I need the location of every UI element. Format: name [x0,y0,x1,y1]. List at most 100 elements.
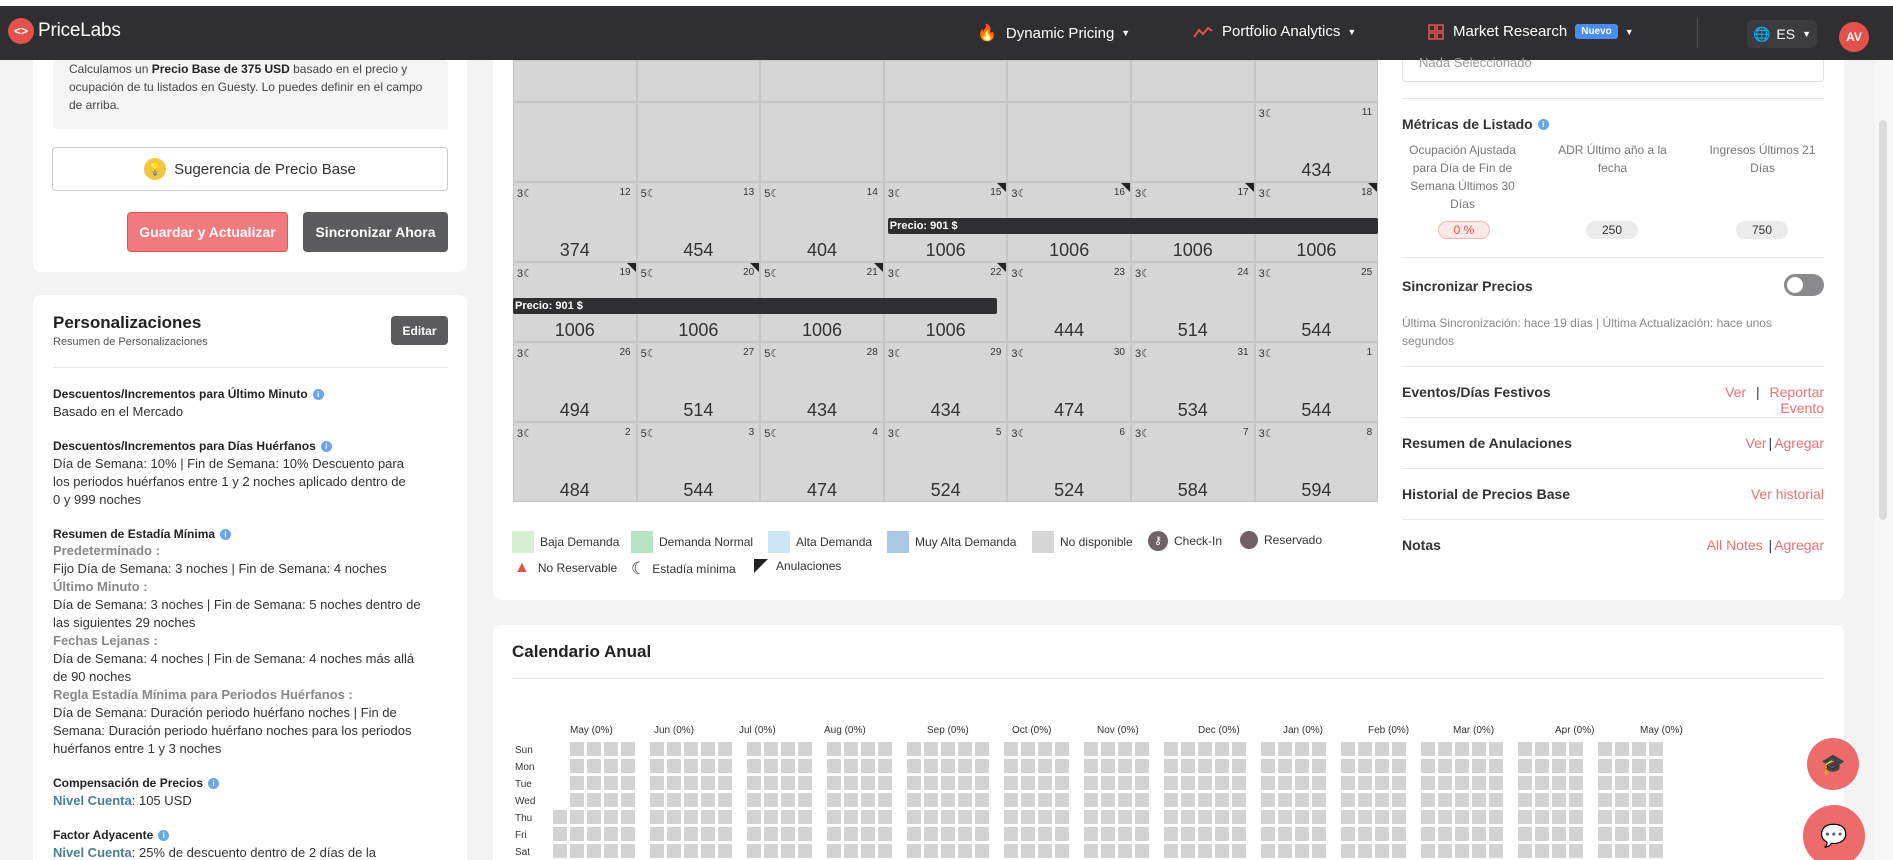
heatmap-day[interactable] [798,844,812,858]
heatmap-day[interactable] [1455,844,1469,858]
heatmap-day[interactable] [1598,844,1612,858]
heatmap-day[interactable] [1341,793,1355,807]
heatmap-day[interactable] [827,844,841,858]
heatmap-day[interactable] [604,827,618,841]
heatmap-day[interactable] [827,759,841,773]
heatmap-day[interactable] [1312,793,1326,807]
heatmap-day[interactable] [587,793,601,807]
heatmap-day[interactable] [764,793,778,807]
heatmap-day[interactable] [1552,844,1566,858]
heatmap-day[interactable] [1198,810,1212,824]
heatmap-day[interactable] [1232,844,1246,858]
heatmap-day[interactable] [701,742,715,756]
heatmap-day[interactable] [781,827,795,841]
heatmap-day[interactable] [1392,742,1406,756]
heatmap-day[interactable] [764,827,778,841]
heatmap-day[interactable] [1535,776,1549,790]
heatmap-day[interactable] [941,742,955,756]
heatmap-day[interactable] [958,742,972,756]
heatmap-day[interactable] [1055,776,1069,790]
heatmap-day[interactable] [1649,759,1663,773]
calendar-day-cell[interactable]: 3☾ 25 544 [1254,262,1379,342]
base-price-suggestion-button[interactable]: 💡 Sugerencia de Precio Base [52,147,448,191]
heatmap-day[interactable] [1472,827,1486,841]
heatmap-day[interactable] [1004,844,1018,858]
heatmap-day[interactable] [1569,827,1583,841]
heatmap-day[interactable] [1101,793,1115,807]
heatmap-day[interactable] [701,793,715,807]
heatmap-day[interactable] [1232,827,1246,841]
view-history-link[interactable]: Ver historial [1750,486,1824,502]
heatmap-day[interactable] [764,759,778,773]
info-icon[interactable]: i [312,388,324,400]
heatmap-day[interactable] [1392,827,1406,841]
heatmap-day[interactable] [1261,793,1275,807]
heatmap-day[interactable] [684,742,698,756]
heatmap-day[interactable] [1489,759,1503,773]
heatmap-day[interactable] [1261,810,1275,824]
heatmap-day[interactable] [604,810,618,824]
heatmap-day[interactable] [570,759,584,773]
heatmap-day[interactable] [1535,793,1549,807]
heatmap-day[interactable] [1312,810,1326,824]
heatmap-day[interactable] [587,759,601,773]
heatmap-day[interactable] [1552,759,1566,773]
heatmap-day[interactable] [587,844,601,858]
heatmap-day[interactable] [1295,810,1309,824]
events-view-link[interactable]: Ver [1725,384,1747,400]
heatmap-day[interactable] [1084,827,1098,841]
heatmap-day[interactable] [1375,810,1389,824]
heatmap-day[interactable] [1392,844,1406,858]
heatmap-day[interactable] [1569,742,1583,756]
heatmap-day[interactable] [1261,776,1275,790]
heatmap-day[interactable] [1181,742,1195,756]
heatmap-day[interactable] [1278,844,1292,858]
heatmap-day[interactable] [861,776,875,790]
heatmap-day[interactable] [1649,810,1663,824]
heatmap-day[interactable] [1232,776,1246,790]
heatmap-day[interactable] [1615,742,1629,756]
heatmap-day[interactable] [958,810,972,824]
heatmap-day[interactable] [1135,844,1149,858]
heatmap-day[interactable] [1518,844,1532,858]
heatmap-day[interactable] [1615,827,1629,841]
heatmap-day[interactable] [667,776,681,790]
heatmap-day[interactable] [1341,759,1355,773]
heatmap-day[interactable] [1004,827,1018,841]
heatmap-day[interactable] [1569,810,1583,824]
heatmap-day[interactable] [1261,827,1275,841]
heatmap-day[interactable] [1215,793,1229,807]
pricelabs-logo[interactable]: <> PriceLabs [8,18,121,44]
heatmap-day[interactable] [1438,776,1452,790]
heatmap-day[interactable] [1421,759,1435,773]
heatmap-day[interactable] [1615,810,1629,824]
heatmap-day[interactable] [553,844,567,858]
heatmap-day[interactable] [1164,827,1178,841]
heatmap-day[interactable] [1312,776,1326,790]
heatmap-day[interactable] [570,793,584,807]
heatmap-day[interactable] [941,759,955,773]
calendar-day-cell[interactable]: 3☾ 11 434 [1254,102,1379,182]
calendar-day-cell[interactable]: 5☾ 27 514 [636,342,761,422]
calendar-day-cell[interactable] [1254,60,1379,102]
heatmap-day[interactable] [1455,776,1469,790]
heatmap-day[interactable] [1649,793,1663,807]
info-icon[interactable]: i [1537,118,1549,130]
heatmap-day[interactable] [1198,827,1212,841]
heatmap-day[interactable] [781,844,795,858]
heatmap-day[interactable] [1084,810,1098,824]
heatmap-day[interactable] [1455,793,1469,807]
heatmap-day[interactable] [1489,844,1503,858]
heatmap-day[interactable] [1055,827,1069,841]
heatmap-day[interactable] [684,793,698,807]
heatmap-day[interactable] [1261,742,1275,756]
heatmap-day[interactable] [1295,827,1309,841]
heatmap-day[interactable] [1392,793,1406,807]
price-override-bar[interactable]: Precio: 901 $ [513,298,998,314]
heatmap-day[interactable] [907,844,921,858]
heatmap-day[interactable] [975,827,989,841]
heatmap-day[interactable] [1472,810,1486,824]
heatmap-day[interactable] [1084,742,1098,756]
heatmap-day[interactable] [861,844,875,858]
heatmap-day[interactable] [1518,810,1532,824]
